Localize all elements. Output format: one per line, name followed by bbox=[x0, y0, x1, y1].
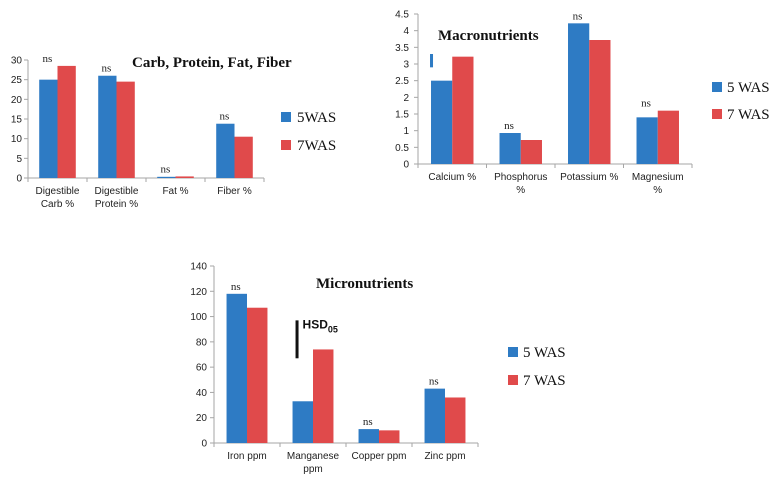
c2-x-tick-label: Magnesium% bbox=[632, 172, 684, 196]
c1-x-tick-label: Fat % bbox=[162, 186, 188, 197]
c3-y-tick-label: 60 bbox=[196, 363, 208, 374]
c3-x-tick-label: Copper ppm bbox=[351, 451, 406, 462]
c1-y-tick-label: 10 bbox=[11, 134, 23, 145]
c2-bar-5was bbox=[499, 133, 521, 164]
c3-legend-label: 7 WAS bbox=[523, 373, 566, 389]
c3-hsd-label: HSD05 bbox=[303, 317, 338, 334]
c1-y-tick-label: 15 bbox=[11, 115, 23, 126]
c2-y-tick-label: 1.5 bbox=[395, 110, 409, 121]
c1-y-tick-label: 30 bbox=[11, 56, 23, 67]
c2-title: Macronutrients bbox=[438, 28, 539, 44]
c2-bar-7was bbox=[589, 40, 611, 164]
c2-legend-swatch bbox=[712, 82, 722, 92]
c2-y-tick-label: 3.5 bbox=[395, 43, 409, 54]
c3-y-tick-label: 40 bbox=[196, 388, 208, 399]
c3-y-tick-label: 0 bbox=[201, 439, 207, 450]
c3-bar-7was bbox=[445, 397, 466, 443]
c1-y-tick-label: 0 bbox=[16, 174, 22, 185]
c1-bar-7was bbox=[175, 176, 194, 178]
c2-bar-7was bbox=[657, 110, 679, 164]
c3-legend-swatch bbox=[508, 375, 518, 385]
c2-x-tick-label: Phosphorus% bbox=[494, 172, 547, 196]
c2-y-tick-label: 0 bbox=[403, 160, 409, 171]
c3-y-tick-label: 120 bbox=[190, 287, 207, 298]
c2-bar-5was bbox=[431, 80, 453, 164]
c2-legend-label: 7 WAS bbox=[727, 107, 770, 123]
c3-hsd-bar bbox=[295, 320, 299, 359]
c2-y-tick-label: 4 bbox=[403, 26, 409, 37]
c1-x-tick-label: Fiber % bbox=[217, 186, 252, 197]
c1-legend-swatch bbox=[281, 112, 291, 122]
c3-x-tick-label: Manganese ppm bbox=[287, 451, 340, 475]
c2-lsd-bar bbox=[430, 54, 434, 68]
c2-y-tick-label: 0.5 bbox=[395, 143, 409, 154]
c3-bar-5was bbox=[358, 429, 379, 443]
c3-y-tick-label: 140 bbox=[190, 262, 207, 273]
c1-legend-swatch bbox=[281, 140, 291, 150]
c1-bar-5was bbox=[157, 176, 176, 178]
c1-annotation-ns: ns bbox=[102, 63, 112, 75]
c1-legend-label: 5WAS bbox=[297, 110, 336, 126]
c2-bar-7was bbox=[452, 56, 474, 164]
c3-y-tick-label: 80 bbox=[196, 337, 208, 348]
c2-bar-5was bbox=[568, 23, 590, 165]
c3-legend-label: 5 WAS bbox=[523, 345, 566, 361]
c3-x-tick-label: Iron ppm bbox=[227, 451, 266, 462]
c3-bar-7was bbox=[379, 430, 400, 443]
c3-y-tick-label: 20 bbox=[196, 413, 208, 424]
c1-bar-5was bbox=[216, 123, 235, 178]
c1-x-tick-label: Digestible Protein % bbox=[95, 186, 139, 210]
c2-annotation-ns: ns bbox=[641, 98, 651, 110]
c3-annotation-ns: ns bbox=[231, 281, 241, 293]
c1-legend-label: 7WAS bbox=[297, 138, 336, 154]
c1-bar-5was bbox=[39, 79, 58, 178]
c1-annotation-ns: ns bbox=[43, 53, 53, 65]
c2-bar-7was bbox=[520, 140, 542, 164]
c2-y-tick-label: 1 bbox=[403, 126, 409, 137]
c3-bar-5was bbox=[292, 401, 313, 443]
c1-y-tick-label: 20 bbox=[11, 95, 23, 106]
c1-bar-7was bbox=[234, 136, 253, 178]
c2-y-tick-label: 3 bbox=[403, 60, 409, 71]
c3-bar-5was bbox=[226, 293, 247, 443]
c3-bar-5was bbox=[424, 388, 445, 443]
c1-annotation-ns: ns bbox=[220, 111, 230, 123]
c2-legend-swatch bbox=[712, 109, 722, 119]
c2-y-tick-label: 4.5 bbox=[395, 10, 409, 21]
c2-annotation-ns: ns bbox=[504, 120, 514, 132]
c1-title: Carb, Protein, Fat, Fiber bbox=[132, 55, 292, 71]
c2-bar-5was bbox=[636, 117, 658, 164]
c1-x-tick-label: Digestible Carb % bbox=[36, 186, 80, 210]
c1-y-tick-label: 25 bbox=[11, 75, 23, 86]
c2-legend-label: 5 WAS bbox=[727, 80, 770, 96]
c1-bar-7was bbox=[57, 65, 76, 178]
c3-annotation-ns: ns bbox=[429, 376, 439, 388]
c2-annotation-ns: ns bbox=[573, 10, 583, 22]
c2-x-tick-label: Potassium % bbox=[560, 172, 618, 183]
c1-y-tick-label: 5 bbox=[16, 154, 22, 165]
c2-y-tick-label: 2.5 bbox=[395, 76, 409, 87]
c2-y-tick-label: 2 bbox=[403, 93, 409, 104]
c1-annotation-ns: ns bbox=[161, 163, 171, 175]
c3-x-tick-label: Zinc ppm bbox=[424, 451, 465, 462]
c1-bar-5was bbox=[98, 75, 117, 178]
c3-legend-swatch bbox=[508, 347, 518, 357]
c3-annotation-ns: ns bbox=[363, 416, 373, 428]
c3-bar-7was bbox=[313, 349, 334, 443]
c2-x-tick-label: Calcium % bbox=[428, 172, 476, 183]
c3-title: Micronutrients bbox=[316, 276, 413, 292]
c1-bar-7was bbox=[116, 81, 135, 178]
c3-y-tick-label: 100 bbox=[190, 312, 207, 323]
c3-bar-7was bbox=[247, 307, 268, 443]
